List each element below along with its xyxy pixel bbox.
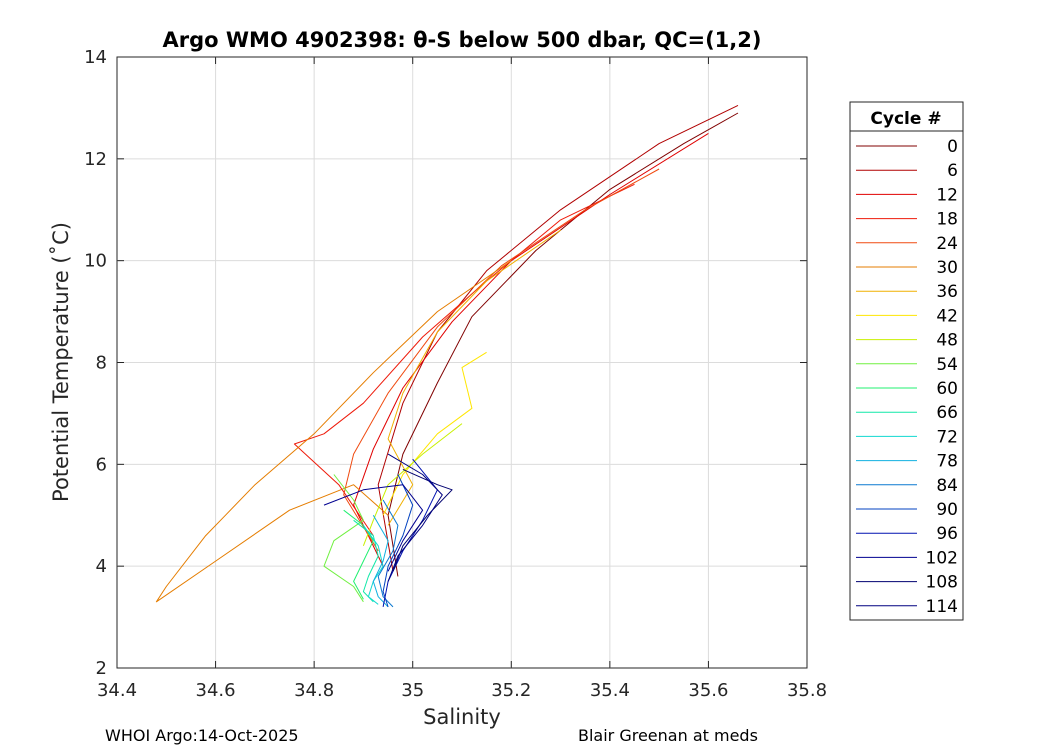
y-axis-label: Potential Temperature (˚C)	[49, 222, 73, 502]
x-tick-label: 35.2	[491, 680, 531, 701]
grid-lines	[117, 57, 807, 668]
legend-entry-label: 18	[936, 210, 958, 230]
series-layer	[155, 104, 739, 608]
x-tick-label: 35	[401, 680, 424, 701]
x-tick-label: 34.6	[196, 680, 236, 701]
y-tick-label: 8	[96, 353, 107, 374]
chart-title: Argo WMO 4902398: θ-S below 500 dbar, QC…	[163, 28, 762, 52]
legend-entry-label: 60	[936, 379, 958, 399]
legend-entry-label: 114	[926, 597, 958, 617]
legend-entry-label: 84	[936, 476, 958, 496]
x-tick-label: 35.6	[688, 680, 728, 701]
y-tick-label: 10	[84, 251, 107, 272]
y-tick-label: 2	[96, 658, 107, 679]
legend-entry-label: 102	[926, 548, 958, 568]
footer-left: WHOI Argo:14-Oct-2025	[105, 726, 299, 745]
legend-entry-label: 0	[947, 137, 958, 157]
legend: Cycle # 0 6 12 18 24 30 36 42 48 54 60 66 72 78 84 90 96…	[849, 101, 964, 621]
profile-line-12	[362, 525, 384, 605]
profile-line-3	[293, 183, 635, 536]
profile-line-18	[392, 468, 453, 572]
x-tick-label: 35.4	[590, 680, 630, 701]
profile-line-16	[382, 458, 438, 607]
legend-entry-label: 72	[936, 427, 958, 447]
profile-line-6	[387, 229, 561, 526]
legend-entry-label: 78	[936, 452, 958, 472]
footer-right: Blair Greenan at meds	[578, 726, 758, 745]
legend-entry-label: 54	[936, 355, 958, 375]
y-tick-label: 12	[84, 149, 107, 170]
legend-entry-label: 30	[936, 258, 958, 278]
profile-line-13	[372, 515, 389, 608]
legend-entry-label: 42	[936, 306, 958, 326]
legend-entry-label: 90	[936, 500, 958, 520]
legend-entry-label: 6	[947, 161, 958, 181]
x-axis-label: Salinity	[423, 705, 501, 729]
x-axis-ticks: 34.4 34.6 34.8 35 35.2 35.4 35.6 35.8	[97, 57, 827, 701]
profile-line-19	[387, 453, 443, 582]
legend-entry-label: 108	[926, 573, 958, 593]
y-axis-ticks: 2 4 6 8 10 12 14	[84, 47, 807, 679]
profile-line-5	[155, 260, 512, 603]
legend-entry-label: 96	[936, 524, 958, 544]
legend-entry-label: 66	[936, 403, 958, 423]
legend-entry-label: 48	[936, 331, 958, 351]
legend-entries: 0 6 12 18 24 30 36 42 48 54 60 66 72 78 84 90 96 102 108 11…	[856, 137, 958, 617]
legend-title: Cycle #	[870, 109, 941, 129]
legend-entry-label: 24	[936, 234, 958, 254]
x-tick-label: 34.8	[294, 680, 334, 701]
y-tick-label: 6	[96, 454, 107, 475]
legend-entry-label: 12	[936, 185, 958, 205]
profile-line-7	[382, 351, 487, 516]
profile-line-15	[382, 474, 414, 608]
profile-line-9	[323, 474, 364, 603]
profile-line-11	[353, 519, 379, 603]
y-tick-label: 4	[96, 556, 107, 577]
profile-line-8	[362, 423, 463, 546]
profile-line-17	[323, 484, 424, 572]
y-tick-label: 14	[84, 47, 107, 68]
profile-line-1	[377, 104, 739, 572]
x-tick-label: 35.8	[787, 680, 827, 701]
legend-entry-label: 36	[936, 282, 958, 302]
profile-line-10	[343, 509, 374, 600]
x-tick-label: 34.4	[97, 680, 137, 701]
